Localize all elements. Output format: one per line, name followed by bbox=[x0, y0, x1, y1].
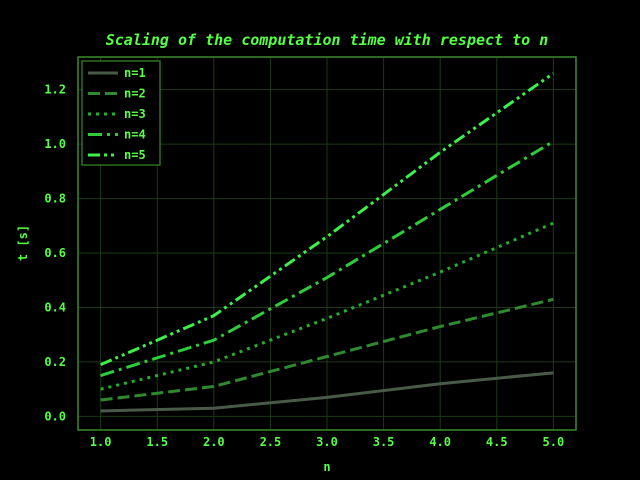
series-lines bbox=[100, 72, 555, 413]
legend-label: n=5 bbox=[124, 148, 146, 162]
y-tick-label: 0.8 bbox=[44, 192, 66, 206]
x-tick-label: 2.5 bbox=[260, 435, 282, 449]
y-tick-label: 1.0 bbox=[44, 137, 66, 151]
legend-label: n=4 bbox=[124, 128, 146, 142]
y-tick-label: 0.0 bbox=[44, 409, 66, 423]
series-line-n=3 bbox=[100, 221, 554, 391]
legend: n=1 n=2 n=3 n=4 n=5 bbox=[81, 60, 161, 166]
x-tick-label: 4.5 bbox=[486, 435, 508, 449]
x-tick-label: 3.0 bbox=[316, 435, 338, 449]
x-tick-label: 2.0 bbox=[203, 435, 225, 449]
y-axis-label: t [s] bbox=[16, 225, 30, 261]
x-tick-labels: 1.0 1.5 2.0 2.5 3.0 3.5 4.0 4.5 5.0 bbox=[90, 435, 564, 449]
x-tick-label: 3.5 bbox=[373, 435, 395, 449]
x-axis-label: n bbox=[323, 460, 330, 474]
x-tick-label: 1.5 bbox=[146, 435, 168, 449]
x-tick-label: 1.0 bbox=[90, 435, 112, 449]
chart-title: Scaling of the computation time with res… bbox=[106, 31, 549, 49]
x-tick-label: 5.0 bbox=[543, 435, 565, 449]
legend-label: n=3 bbox=[124, 107, 146, 121]
y-tick-label: 0.2 bbox=[44, 355, 66, 369]
y-tick-label: 0.6 bbox=[44, 246, 66, 260]
plot-frame bbox=[77, 56, 577, 431]
legend-label: n=1 bbox=[124, 66, 146, 80]
y-tick-label: 0.4 bbox=[44, 300, 66, 314]
legend-box bbox=[81, 60, 161, 166]
y-tick-label: 1.2 bbox=[44, 83, 66, 97]
grid bbox=[78, 57, 576, 430]
y-tick-labels: 0.0 0.2 0.4 0.6 0.8 1.0 1.2 bbox=[44, 83, 66, 424]
legend-label: n=2 bbox=[124, 87, 146, 101]
x-tick-label: 4.0 bbox=[429, 435, 451, 449]
